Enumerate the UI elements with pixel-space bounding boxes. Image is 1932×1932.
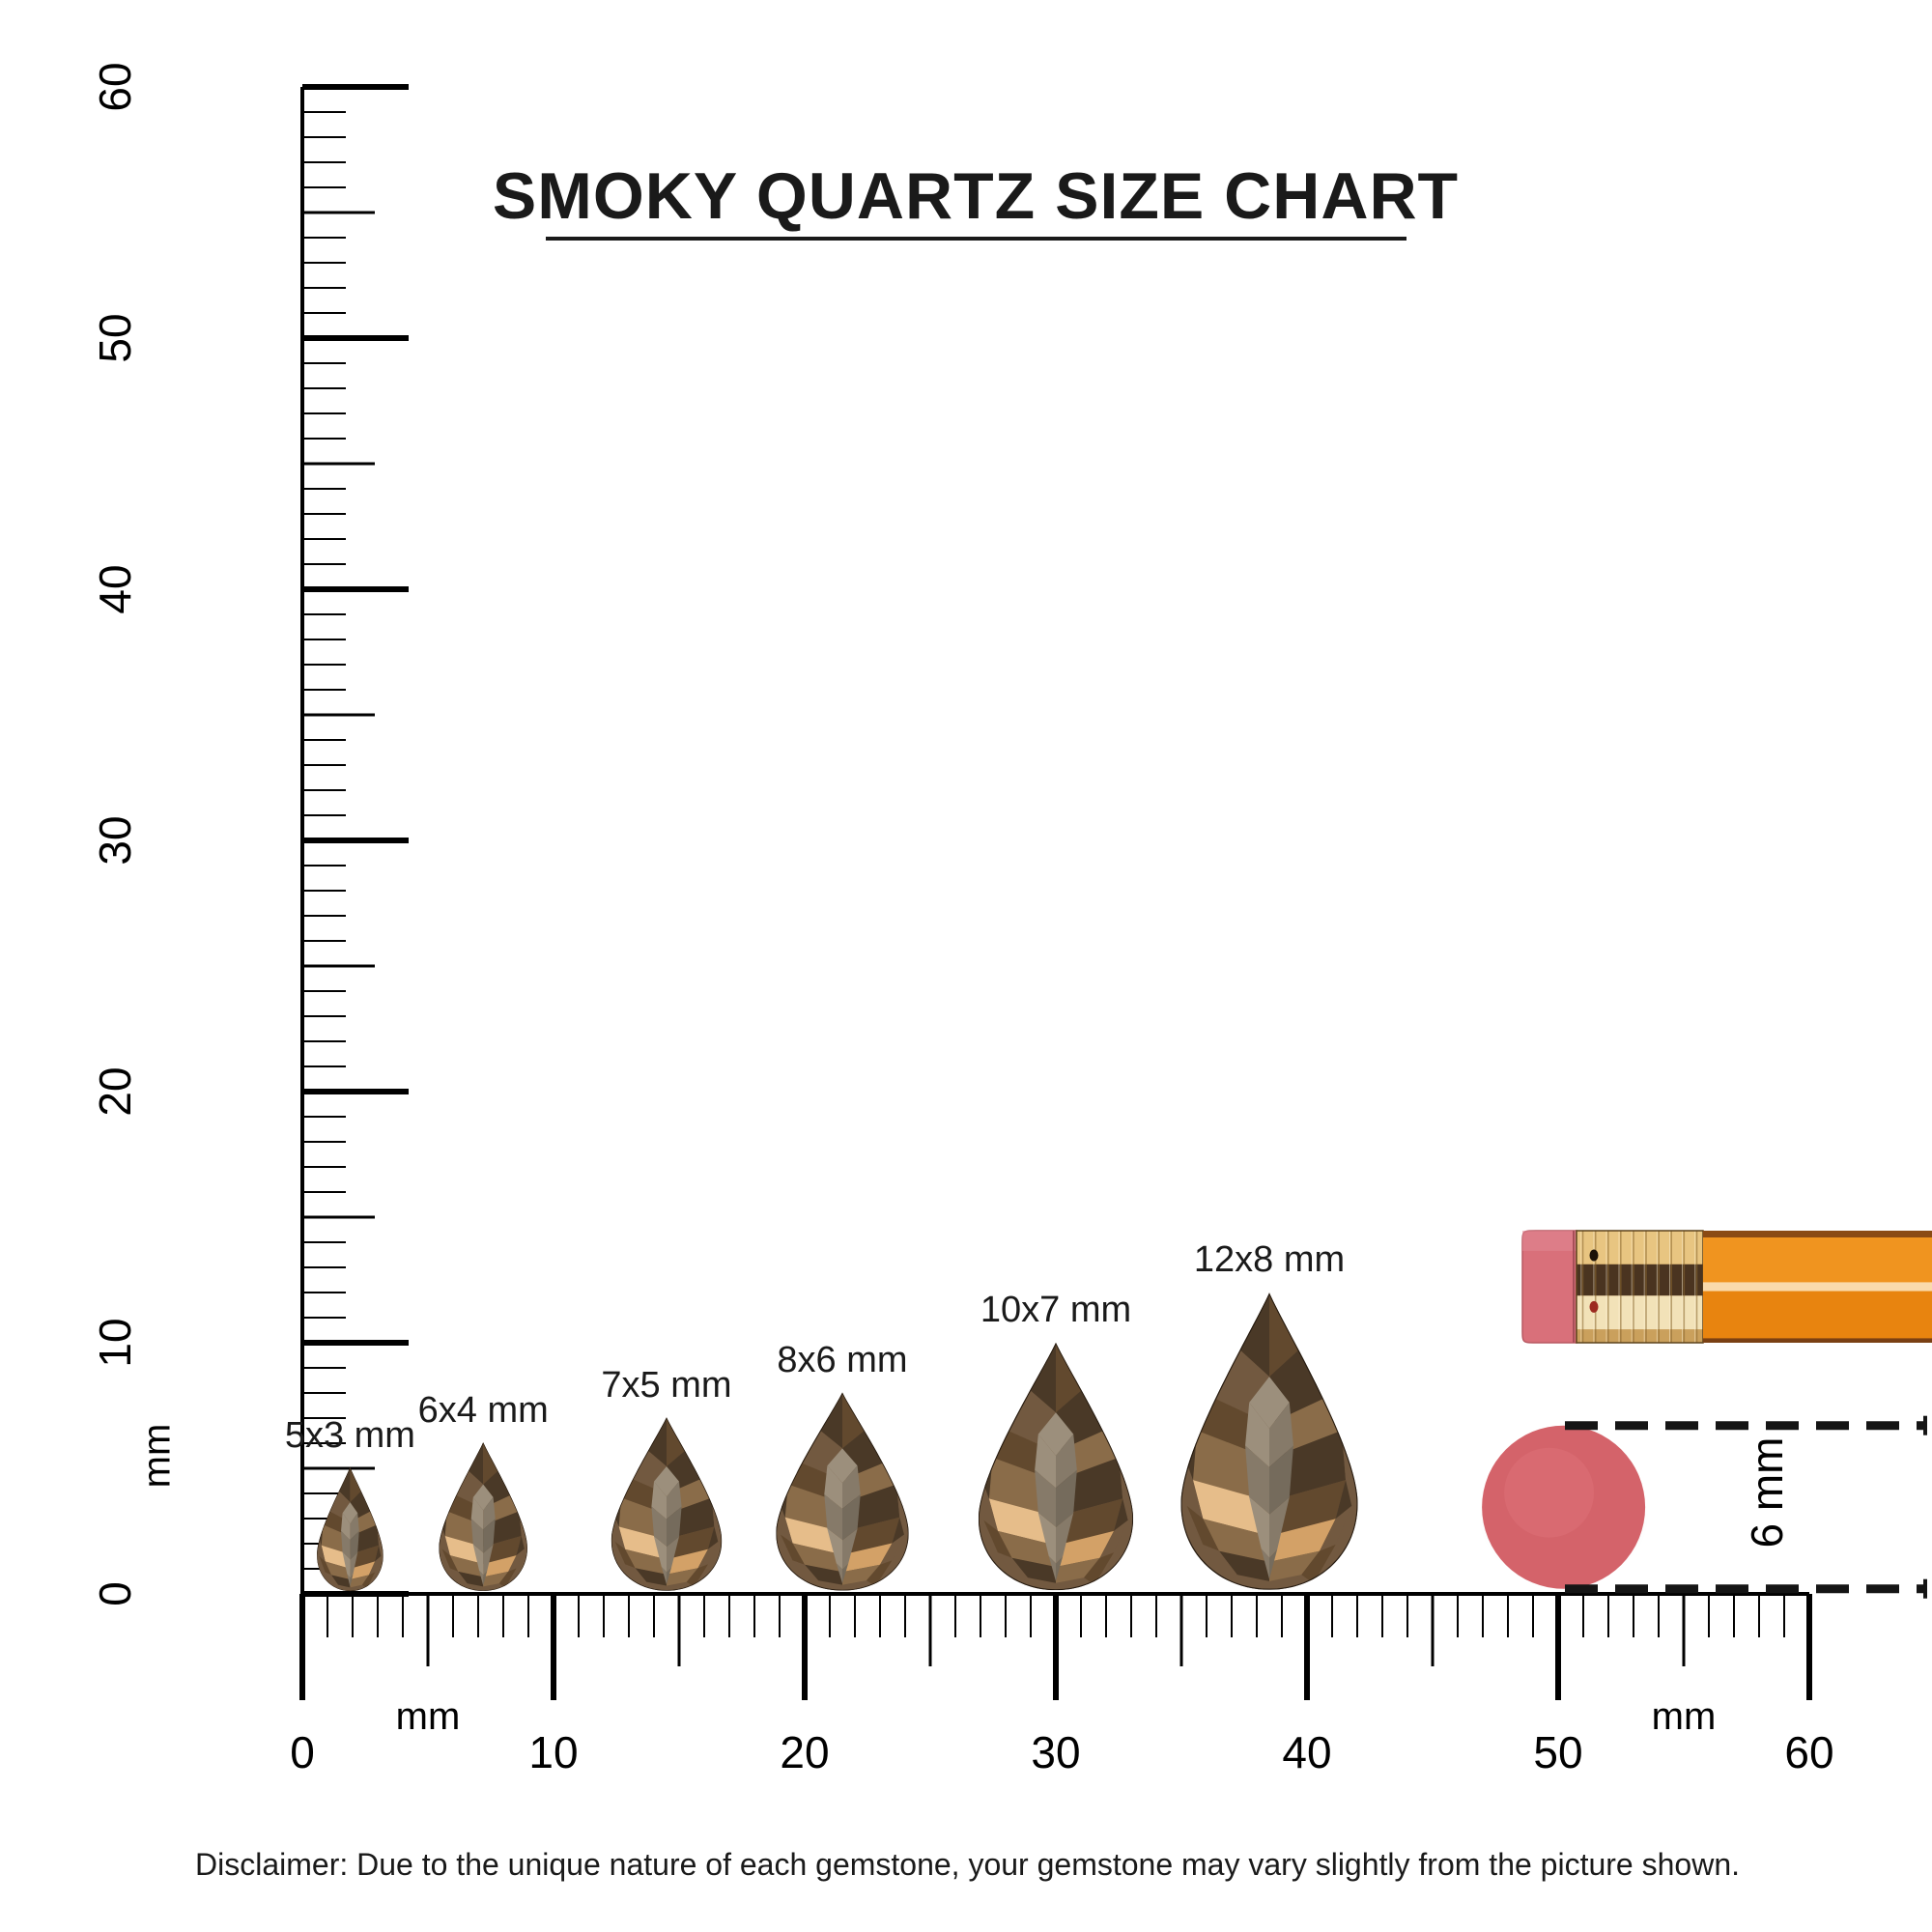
svg-text:SMOKY QUARTZ SIZE CHART: SMOKY QUARTZ SIZE CHART xyxy=(493,159,1459,233)
svg-text:0: 0 xyxy=(290,1727,315,1777)
svg-text:Disclaimer: Due to the unique: Disclaimer: Due to the unique nature of … xyxy=(195,1847,1740,1882)
svg-text:8x6 mm: 8x6 mm xyxy=(777,1340,907,1380)
svg-text:40: 40 xyxy=(90,564,140,613)
svg-text:5x3 mm: 5x3 mm xyxy=(285,1415,415,1456)
svg-text:10: 10 xyxy=(528,1727,578,1777)
svg-text:60: 60 xyxy=(1784,1727,1833,1777)
svg-text:mm: mm xyxy=(136,1424,179,1489)
svg-text:mm: mm xyxy=(1652,1695,1717,1738)
svg-text:60: 60 xyxy=(90,62,140,111)
svg-text:50: 50 xyxy=(90,313,140,362)
svg-text:12x8 mm: 12x8 mm xyxy=(1194,1239,1345,1280)
svg-text:7x5 mm: 7x5 mm xyxy=(601,1365,731,1406)
svg-text:6 mm: 6 mm xyxy=(1742,1437,1792,1548)
svg-text:30: 30 xyxy=(90,815,140,865)
svg-text:20: 20 xyxy=(90,1066,140,1116)
svg-text:50: 50 xyxy=(1533,1727,1582,1777)
svg-text:10x7 mm: 10x7 mm xyxy=(980,1290,1131,1330)
svg-text:30: 30 xyxy=(1031,1727,1080,1777)
svg-text:20: 20 xyxy=(780,1727,829,1777)
svg-text:0: 0 xyxy=(90,1581,140,1606)
svg-text:40: 40 xyxy=(1282,1727,1331,1777)
svg-text:mm: mm xyxy=(396,1695,461,1738)
svg-text:6x4 mm: 6x4 mm xyxy=(418,1390,549,1431)
svg-text:10: 10 xyxy=(90,1318,140,1367)
